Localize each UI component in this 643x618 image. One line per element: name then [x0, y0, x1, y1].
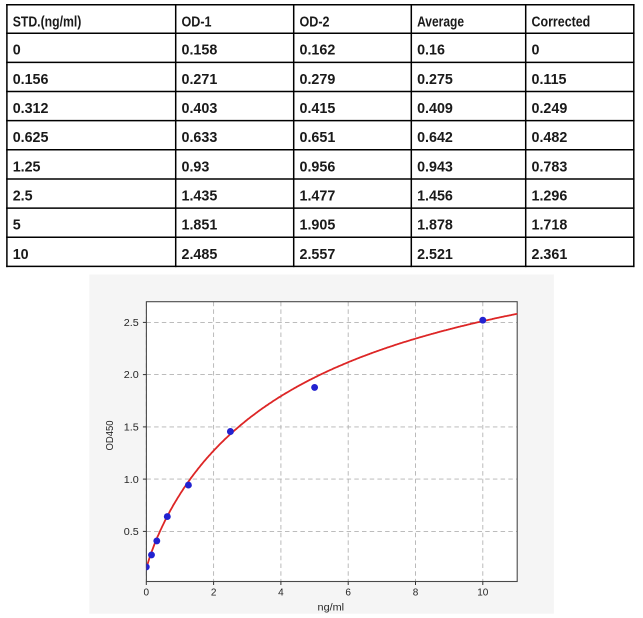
svg-text:2.5: 2.5: [124, 318, 139, 329]
svg-text:0.633: 0.633: [182, 130, 218, 146]
svg-text:5: 5: [13, 218, 21, 234]
svg-text:1.0: 1.0: [124, 475, 139, 486]
svg-text:10: 10: [13, 247, 29, 263]
svg-text:2.557: 2.557: [300, 247, 336, 263]
svg-text:2: 2: [211, 588, 217, 599]
svg-text:0.625: 0.625: [13, 130, 49, 146]
svg-text:2.5: 2.5: [13, 188, 33, 204]
svg-text:1.851: 1.851: [182, 218, 218, 234]
svg-text:0.93: 0.93: [182, 159, 210, 175]
svg-text:0: 0: [144, 588, 150, 599]
svg-text:STD.(ng/ml): STD.(ng/ml): [13, 14, 82, 30]
svg-text:0.5: 0.5: [124, 527, 139, 538]
svg-text:0.783: 0.783: [532, 159, 568, 175]
svg-text:6: 6: [345, 588, 351, 599]
svg-text:0.156: 0.156: [13, 72, 49, 88]
svg-text:0.249: 0.249: [532, 101, 568, 117]
svg-text:2.521: 2.521: [417, 247, 453, 263]
svg-text:0.956: 0.956: [300, 159, 336, 175]
svg-text:1.718: 1.718: [532, 218, 568, 234]
svg-text:0.115: 0.115: [532, 72, 567, 88]
svg-text:OD-1: OD-1: [182, 14, 212, 30]
svg-text:1.905: 1.905: [300, 218, 336, 234]
svg-text:0.409: 0.409: [417, 101, 453, 117]
svg-text:1.25: 1.25: [13, 159, 41, 175]
svg-text:1.5: 1.5: [124, 423, 139, 434]
svg-text:0.312: 0.312: [13, 101, 49, 117]
svg-text:0.16: 0.16: [417, 43, 445, 59]
svg-text:OD-2: OD-2: [300, 14, 330, 30]
svg-text:0.482: 0.482: [532, 130, 568, 146]
svg-text:0: 0: [13, 43, 21, 59]
svg-text:10: 10: [477, 588, 489, 599]
svg-text:ng/ml: ng/ml: [318, 603, 345, 614]
svg-text:1.477: 1.477: [300, 188, 336, 204]
svg-text:8: 8: [413, 588, 419, 599]
svg-text:0.651: 0.651: [300, 130, 336, 146]
svg-text:1.435: 1.435: [182, 188, 218, 204]
svg-text:2.361: 2.361: [532, 247, 568, 263]
svg-text:1.456: 1.456: [417, 188, 453, 204]
svg-text:Average: Average: [417, 14, 464, 30]
svg-text:0.415: 0.415: [300, 101, 336, 117]
svg-text:Corrected: Corrected: [532, 14, 591, 30]
svg-text:0.279: 0.279: [300, 72, 336, 88]
svg-text:2.485: 2.485: [182, 247, 218, 263]
svg-text:0.403: 0.403: [182, 101, 218, 117]
svg-text:0.271: 0.271: [182, 72, 218, 88]
svg-text:2.0: 2.0: [124, 370, 139, 381]
svg-text:4: 4: [278, 588, 284, 599]
svg-text:1.296: 1.296: [532, 188, 568, 204]
svg-text:0.162: 0.162: [300, 43, 336, 59]
svg-text:0.158: 0.158: [182, 43, 218, 59]
svg-text:1.878: 1.878: [417, 218, 453, 234]
svg-text:0.275: 0.275: [417, 72, 453, 88]
svg-text:OD450: OD450: [105, 420, 116, 450]
svg-text:0.943: 0.943: [417, 159, 453, 175]
svg-text:0.642: 0.642: [417, 130, 453, 146]
svg-text:0: 0: [532, 43, 540, 59]
